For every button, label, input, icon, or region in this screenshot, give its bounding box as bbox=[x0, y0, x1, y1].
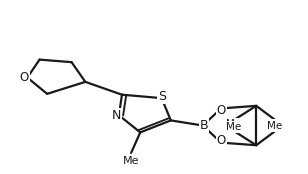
Text: O: O bbox=[217, 104, 226, 117]
Text: Me: Me bbox=[267, 120, 282, 130]
Text: S: S bbox=[158, 90, 166, 103]
Text: Me: Me bbox=[226, 119, 241, 129]
Text: B: B bbox=[200, 119, 209, 132]
Text: N: N bbox=[112, 109, 121, 122]
Text: Me: Me bbox=[267, 121, 282, 131]
Text: Me: Me bbox=[123, 156, 139, 166]
Text: O: O bbox=[20, 71, 29, 84]
Text: O: O bbox=[217, 135, 226, 147]
Text: Me: Me bbox=[226, 122, 241, 132]
